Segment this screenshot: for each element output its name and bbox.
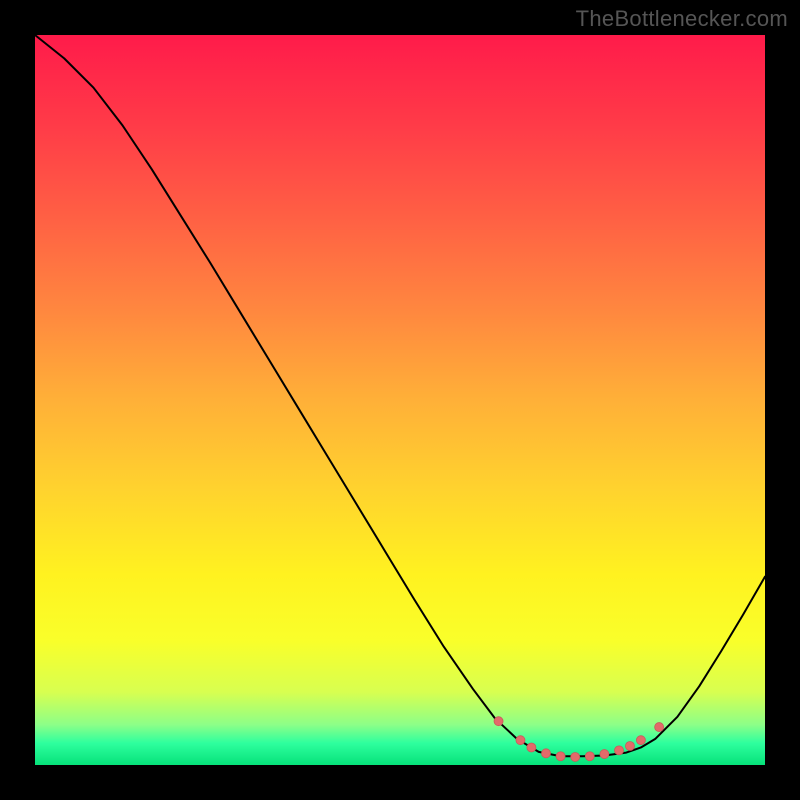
marker-point	[636, 736, 645, 745]
marker-point	[615, 746, 624, 755]
marker-point	[494, 717, 503, 726]
marker-point	[625, 742, 634, 751]
marker-point	[556, 752, 565, 761]
chart-svg	[0, 0, 800, 800]
marker-point	[542, 749, 551, 758]
marker-point	[527, 743, 536, 752]
marker-point	[585, 752, 594, 761]
marker-point	[571, 752, 580, 761]
marker-point	[600, 750, 609, 759]
marker-point	[516, 736, 525, 745]
marker-point	[655, 723, 664, 732]
plot-background	[35, 35, 765, 765]
watermark-text: TheBottlenecker.com	[576, 6, 788, 32]
chart-container: TheBottlenecker.com	[0, 0, 800, 800]
